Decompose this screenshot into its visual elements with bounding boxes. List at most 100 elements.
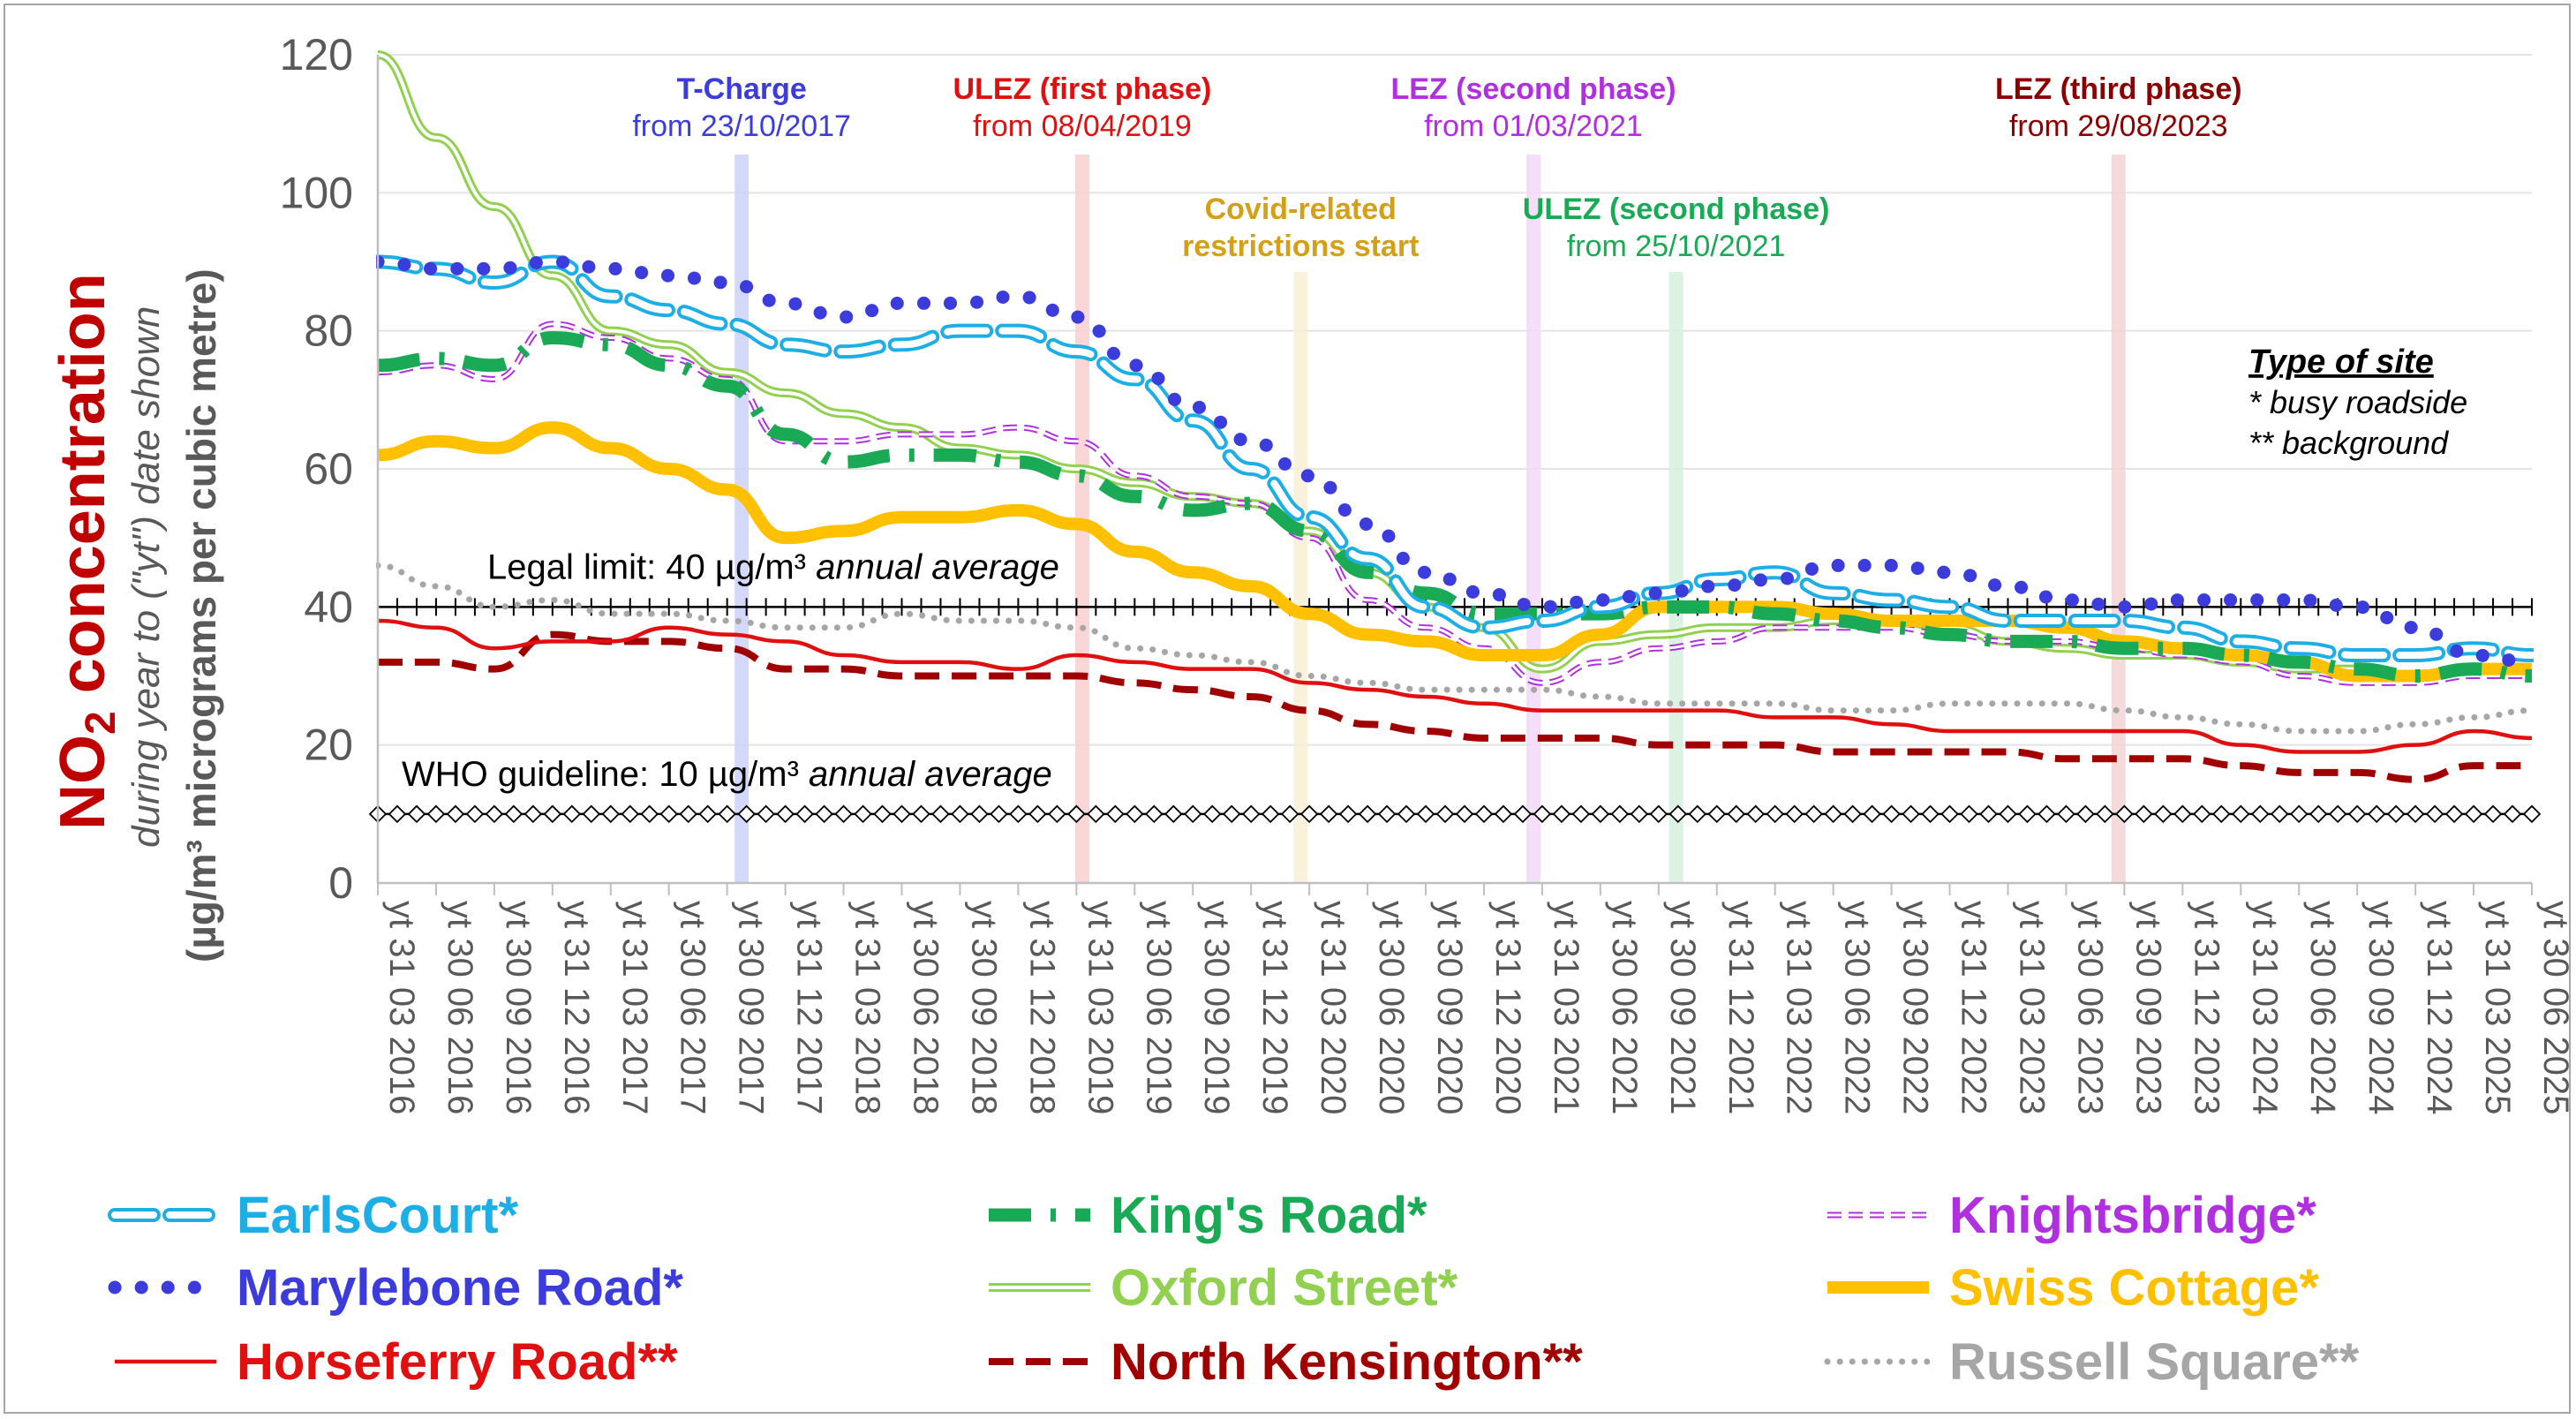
- grid: [378, 54, 2532, 746]
- reference-marker: [1241, 804, 1261, 824]
- reference-marker: [2483, 804, 2503, 824]
- reference-marker: [1416, 804, 1435, 824]
- reference-marker: [582, 804, 601, 824]
- reference-marker: [2193, 804, 2211, 824]
- legend-label: EarlsCourt*: [237, 1187, 519, 1244]
- y-axis-label-italic: during year to ("yt") date shown: [124, 306, 168, 848]
- x-tick-label: yt 31 03 2022: [1780, 901, 1819, 1114]
- y-tick-label: 120: [280, 30, 353, 79]
- reference-marker: [1222, 804, 1241, 824]
- reference-marker: [2096, 804, 2114, 824]
- series-line-earlscourt-: [376, 254, 2534, 663]
- reference-marker: [1183, 804, 1202, 824]
- reference-marker: [621, 804, 640, 824]
- reference-marker: [2367, 804, 2386, 824]
- x-tick-label: yt 30 09 2023: [2128, 901, 2167, 1114]
- reference-marker: [1727, 804, 1746, 824]
- reference-marker: [1921, 804, 1940, 824]
- reference-marker: [2347, 804, 2367, 824]
- reference-marker: [2018, 804, 2037, 824]
- event-label-title: T-Charge: [676, 72, 806, 106]
- reference-marker: [1009, 804, 1028, 824]
- reference-marker: [1571, 804, 1591, 824]
- y-tick-label: 20: [304, 721, 353, 770]
- event-band: [1526, 155, 1541, 883]
- reference-marker: [1319, 804, 1338, 824]
- series-line-russell-square-: [376, 562, 2534, 735]
- event-label-date: restrictions start: [1182, 230, 1419, 263]
- reference-marker: [912, 804, 930, 824]
- legend-label: Marylebone Road*: [237, 1259, 683, 1317]
- reference-marker: [1649, 804, 1668, 824]
- series-path: [377, 322, 2532, 684]
- x-tick-label: yt 30 09 2016: [499, 901, 538, 1114]
- legend-item: North Kensington**: [989, 1333, 1583, 1391]
- x-tick-label: yt 30 06 2024: [2303, 901, 2342, 1114]
- series-lines: [376, 50, 2534, 783]
- reference-marker: [1261, 804, 1280, 824]
- series-line-knightsbridge-: [377, 321, 2532, 686]
- reference-marker: [2425, 804, 2444, 824]
- series-line-north-kensington-: [378, 630, 2532, 783]
- x-tick-label: yt 30 09 2017: [732, 901, 771, 1114]
- x-tick-label: yt 30 06 2018: [907, 901, 945, 1114]
- reference-marker: [1087, 804, 1105, 824]
- reference-marker: [1358, 804, 1377, 824]
- reference-marker: [2270, 804, 2289, 824]
- legend-label: Knightsbridge*: [1949, 1187, 2316, 1244]
- reference-marker: [2212, 804, 2231, 824]
- reference-marker: [1513, 804, 1533, 824]
- reference-marker: [1630, 804, 1649, 824]
- reference-marker: [1164, 804, 1183, 824]
- legend-item: Horseferry Road**: [115, 1333, 678, 1391]
- x-tick-label: yt 31 12 2017: [790, 901, 829, 1114]
- reference-marker: [1533, 804, 1552, 824]
- event-label-title: LEZ (third phase): [1995, 72, 2242, 106]
- reference-marker: [2328, 804, 2347, 824]
- reference-marker: [1688, 804, 1707, 824]
- x-tick-label: yt 31 12 2019: [1255, 901, 1294, 1114]
- x-tick-label: yt 30 06 2025: [2536, 901, 2575, 1114]
- x-tick-label: yt 31 12 2018: [1022, 901, 1061, 1114]
- x-tick-label: yt 30 06 2016: [441, 901, 479, 1114]
- x-tick-label: yt 31 12 2024: [2420, 901, 2459, 1114]
- y-tick-label: 0: [328, 858, 353, 908]
- x-tick-label: yt 30 09 2021: [1663, 901, 1702, 1114]
- x-tick-label: yt 30 09 2022: [1896, 901, 1935, 1114]
- legend-item: Swiss Cottage*: [1827, 1259, 2319, 1317]
- legend-item: Marylebone Road*: [108, 1259, 683, 1317]
- reference-marker: [2173, 804, 2192, 824]
- reference-marker: [893, 804, 911, 824]
- reference-marker: [2464, 804, 2483, 824]
- x-tick-label: yt 31 03 2017: [615, 901, 654, 1114]
- event-label-date: from 01/03/2021: [1424, 109, 1643, 143]
- reference-marker: [757, 804, 775, 824]
- reference-marker: [776, 804, 795, 824]
- chart-title: NO2 concentration: [48, 273, 124, 830]
- reference-marker: [1397, 804, 1416, 824]
- reference-marker: [2250, 804, 2270, 824]
- reference-marker: [1494, 804, 1513, 824]
- reference-marker: [1126, 804, 1144, 824]
- x-tick-label: yt 30 09 2018: [964, 901, 1003, 1114]
- event-label-title: ULEZ (first phase): [953, 72, 1212, 106]
- reference-label: Legal limit: 40 µg/m³ annual average: [487, 547, 1059, 586]
- chart-text: NO2 concentration during year to ("yt") …: [48, 72, 2467, 962]
- reference-marker: [1863, 804, 1881, 824]
- reference-marker: [951, 804, 969, 824]
- event-label-title: LEZ (second phase): [1390, 72, 1676, 106]
- event-label-date: from 25/10/2021: [1567, 230, 1786, 263]
- reference-marker: [1843, 804, 1862, 824]
- reference-marker: [640, 804, 659, 824]
- reference-marker: [1280, 804, 1299, 824]
- reference-marker: [1979, 804, 1998, 824]
- event-label-date: from 08/04/2019: [973, 109, 1192, 143]
- reference-marker: [407, 804, 426, 824]
- reference-marker: [718, 804, 736, 824]
- title-rest: concentration: [48, 273, 118, 711]
- x-tick-label: yt 31 03 2019: [1081, 901, 1119, 1114]
- x-tick-label: yt 31 03 2016: [382, 901, 421, 1114]
- x-tick-label: yt 31 12 2016: [557, 901, 596, 1114]
- reference-marker: [2037, 804, 2056, 824]
- series-path: [376, 258, 2534, 660]
